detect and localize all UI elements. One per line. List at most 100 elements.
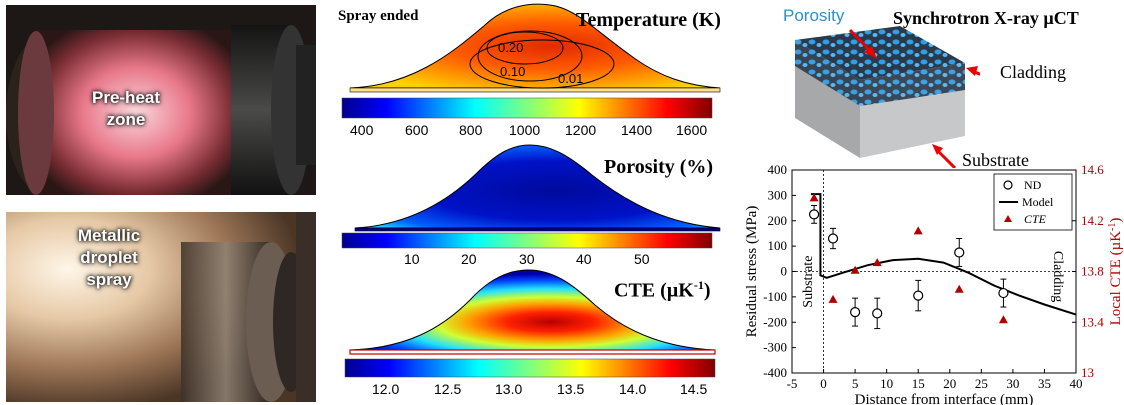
y2-tick-label: 13.8 xyxy=(1081,264,1104,279)
contour-label-001: 0.01 xyxy=(558,71,583,86)
por-tick: 10 xyxy=(404,251,420,267)
por-tick: 30 xyxy=(519,251,535,267)
x-tick-label: 35 xyxy=(1038,376,1051,391)
temperature-colorbar xyxy=(341,97,713,119)
temperature-field xyxy=(349,3,721,89)
porosity-substrate xyxy=(354,227,721,232)
cte-tick: 12.5 xyxy=(434,381,462,397)
x-tick-label: 5 xyxy=(852,376,859,391)
spray-photo-image xyxy=(6,212,316,402)
contour-010 xyxy=(477,30,583,82)
nd-point xyxy=(872,308,883,319)
temperature-substrate xyxy=(349,87,721,93)
cte-point xyxy=(913,226,923,235)
xct-substrate-label: Substrate xyxy=(962,150,1029,170)
cte-point xyxy=(998,315,1008,324)
y-tick-label: 100 xyxy=(768,238,788,253)
contour-label-010: 0.10 xyxy=(500,64,525,79)
cte-substrate xyxy=(349,349,716,355)
legend-nd-label: ND xyxy=(1024,178,1042,192)
temp-tick: 800 xyxy=(459,122,483,138)
legend-nd-marker xyxy=(1003,180,1013,190)
porosity-title: Porosity (%) xyxy=(604,156,714,178)
cte-field xyxy=(349,269,716,351)
temp-tick: 1200 xyxy=(565,122,597,138)
legend-cte-label: CTE xyxy=(1024,212,1047,226)
preheat-label-line2: zone xyxy=(106,110,146,129)
x-tick-label: 25 xyxy=(975,376,988,391)
x-tick-label: -5 xyxy=(787,376,798,391)
nd-point xyxy=(954,247,965,258)
cte-title-close: ) xyxy=(703,279,711,302)
cte-tick: 14.0 xyxy=(619,381,647,397)
y2-tick-label: 14.2 xyxy=(1081,213,1104,228)
temperature-status: Spray ended xyxy=(338,8,419,24)
y2-tick-label: 13 xyxy=(1081,365,1094,380)
nd-point xyxy=(850,307,861,318)
cte-title-exp: -1 xyxy=(693,278,704,292)
cte-point xyxy=(828,294,838,303)
region-label-cladding: Cladding xyxy=(1050,251,1065,302)
x-tick-label: 15 xyxy=(912,376,925,391)
spray-label-line3: spray xyxy=(86,270,132,289)
temp-tick: 1000 xyxy=(509,122,541,138)
spray-photo: Metallic droplet spray xyxy=(6,212,316,402)
preheat-photo-image xyxy=(6,5,316,195)
y-tick-label: 200 xyxy=(768,213,788,228)
model-line xyxy=(810,193,1077,316)
nd-point xyxy=(827,233,839,244)
cte-tick: 13.5 xyxy=(557,381,585,397)
y-tick-label: -300 xyxy=(763,340,787,355)
contour-001 xyxy=(469,39,615,89)
porosity-colorbar xyxy=(341,232,713,249)
por-tick: 40 xyxy=(576,251,592,267)
por-tick: 50 xyxy=(634,251,650,267)
legend-cte-marker xyxy=(1004,215,1012,222)
y-tick-label: -400 xyxy=(763,365,787,380)
contour-label-020: 0.20 xyxy=(498,40,523,55)
cte-point xyxy=(850,265,860,274)
xct-title: Synchrotron X-ray µCT xyxy=(893,8,1079,28)
y-axis-label: Residual stress (MPa) xyxy=(744,206,760,338)
region-label-substrate: Substrate xyxy=(801,256,816,308)
temp-tick: 600 xyxy=(405,122,429,138)
spray-label-line2: droplet xyxy=(80,248,138,267)
x-tick-label: 0 xyxy=(820,376,827,391)
xct-top-face xyxy=(795,26,965,80)
preheat-label-line1: Pre-heat xyxy=(91,88,161,107)
nd-point xyxy=(913,290,924,301)
temperature-title: Temperature (K) xyxy=(576,9,721,31)
nd-point xyxy=(998,287,1009,299)
spray-label-line1: Metallic xyxy=(77,226,141,245)
x-tick-label: 30 xyxy=(1006,376,1019,391)
x-axis-label: Distance from interface (mm) xyxy=(855,392,1034,405)
cte-title-main: CTE (µK xyxy=(614,279,694,302)
y-tick-label: 400 xyxy=(768,162,788,177)
por-tick: 20 xyxy=(461,251,477,267)
legend-model-label: Model xyxy=(1022,195,1054,209)
y2-tick-label: 14.6 xyxy=(1081,162,1104,177)
cte-point xyxy=(954,284,964,293)
cte-tick: 14.5 xyxy=(680,381,708,397)
cte-point xyxy=(872,258,882,267)
y-tick-label: -200 xyxy=(763,314,787,329)
y2-tick-label: 13.4 xyxy=(1081,314,1104,329)
xct-cladding-label: Cladding xyxy=(1000,62,1066,82)
cte-colorbar xyxy=(344,358,716,378)
residual-stress-chart: -5 0 5 10 15 20 25 30 35 40 400 300 200 100 0 -100 -200 -… xyxy=(744,162,1124,405)
cte-point xyxy=(809,193,819,202)
y-tick-label: 300 xyxy=(768,187,788,202)
preheat-photo: Pre-heat zone xyxy=(6,5,316,195)
cte-tick: 12.0 xyxy=(372,381,400,397)
cte-tick: 13.0 xyxy=(495,381,523,397)
temp-tick: 1400 xyxy=(621,122,653,138)
xct-porosity-label: Porosity xyxy=(783,6,845,25)
field-maps: 0.20 0.10 0.01 xyxy=(341,3,721,378)
xct-block xyxy=(795,26,980,168)
x-tick-label: 20 xyxy=(943,376,956,391)
y2-axis-label: Local CTE (µK-1) xyxy=(1107,218,1124,326)
y-tick-label: 0 xyxy=(781,264,788,279)
cte-title: CTE (µK-1) xyxy=(614,278,711,303)
y-tick-label: -100 xyxy=(763,289,787,304)
temp-tick: 400 xyxy=(350,122,374,138)
